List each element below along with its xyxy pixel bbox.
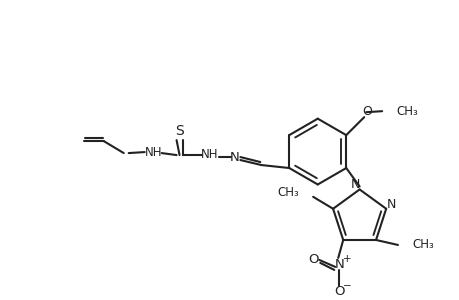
Text: O: O	[333, 285, 344, 298]
Text: NH: NH	[200, 148, 218, 160]
Text: N: N	[350, 178, 359, 191]
Text: +: +	[342, 254, 351, 264]
Text: CH₃: CH₃	[277, 186, 298, 199]
Text: N: N	[334, 258, 343, 272]
Text: N: N	[386, 198, 395, 211]
Text: S: S	[175, 124, 184, 138]
Text: N: N	[229, 151, 239, 164]
Text: O: O	[308, 254, 318, 266]
Text: −: −	[342, 281, 351, 291]
Text: CH₃: CH₃	[411, 238, 433, 251]
Text: O: O	[362, 105, 371, 118]
Text: NH: NH	[145, 146, 162, 159]
Text: CH₃: CH₃	[395, 105, 417, 118]
